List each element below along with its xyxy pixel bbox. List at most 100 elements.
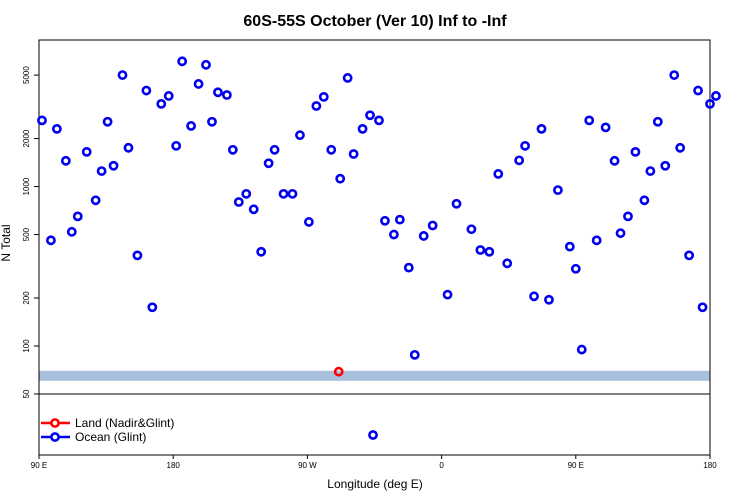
x-tick-label: 0 <box>439 461 444 470</box>
x-tick-label: 90 E <box>31 461 47 470</box>
ocean-point <box>241 188 252 199</box>
ocean-point <box>66 226 77 237</box>
ocean-point <box>287 188 298 199</box>
x-tick-label: 90 E <box>568 461 584 470</box>
ocean-point <box>60 155 71 166</box>
reference-band <box>39 370 710 381</box>
chart-title: 60S-55S October (Ver 10) Inf to -Inf <box>243 13 507 30</box>
ocean-point <box>418 231 429 241</box>
ocean-point <box>303 217 314 227</box>
ocean-point-below-range <box>368 430 378 440</box>
ocean-point <box>193 79 204 89</box>
ocean-point <box>442 289 453 300</box>
ocean-point <box>156 98 167 109</box>
ocean-point <box>711 91 721 101</box>
ocean-point <box>141 85 152 96</box>
ocean-point <box>564 241 575 252</box>
ocean-point <box>90 195 101 206</box>
y-tick-label: 2000 <box>22 129 31 147</box>
legend-label: Ocean (Glint) <box>75 430 146 444</box>
ocean-point <box>326 144 337 155</box>
legend-marker <box>50 418 60 428</box>
ocean-point <box>311 101 322 111</box>
ocean-point <box>318 91 329 102</box>
ocean-point <box>342 73 353 83</box>
y-tick-label: 5000 <box>22 66 31 84</box>
ocean-point <box>394 214 405 225</box>
y-tick-label: 200 <box>22 291 31 305</box>
ocean-point <box>484 246 495 257</box>
ocean-point <box>544 294 554 305</box>
ocean-point <box>227 144 238 155</box>
ocean-point <box>37 115 47 126</box>
ocean-point <box>123 142 134 153</box>
ocean-point <box>335 173 346 184</box>
ocean-point <box>295 130 305 141</box>
ocean-point <box>81 146 92 157</box>
ocean-point <box>615 228 626 239</box>
ocean-point <box>269 144 280 155</box>
ocean-point <box>201 59 211 70</box>
ocean-point <box>163 91 174 101</box>
ocean-point <box>177 56 188 67</box>
ocean-point <box>502 258 513 269</box>
ocean-point <box>248 204 259 215</box>
ocean-point <box>584 115 595 126</box>
ocean-point <box>46 235 56 246</box>
ocean-point <box>117 70 128 80</box>
ocean-point <box>171 140 182 151</box>
ocean-point <box>51 123 62 134</box>
ocean-point <box>132 250 143 261</box>
ocean-point <box>427 220 438 231</box>
x-tick-label: 90 W <box>298 461 317 470</box>
ocean-point <box>380 215 390 226</box>
ocean-point <box>147 302 158 313</box>
ocean-point <box>256 246 267 257</box>
x-axis-label: Longitude (deg E) <box>327 477 422 491</box>
ocean-point <box>357 123 368 134</box>
ocean-point <box>520 140 531 151</box>
ocean-point <box>108 160 119 171</box>
plot-frame <box>38 39 711 395</box>
land-point <box>333 366 344 377</box>
ocean-point <box>705 98 715 109</box>
ocean-point <box>623 211 633 222</box>
ocean-point <box>553 185 563 196</box>
ocean-point <box>609 155 620 166</box>
legend: Land (Nadir&Glint)Ocean (Glint) <box>41 416 174 444</box>
x-tick-label: 180 <box>703 461 717 470</box>
ocean-point <box>186 121 196 131</box>
ocean-point <box>493 169 504 179</box>
ocean-point <box>514 155 525 166</box>
ocean-point <box>576 344 587 355</box>
legend-label: Land (Nadir&Glint) <box>75 416 174 430</box>
ocean-point <box>263 158 274 169</box>
ocean-point <box>630 146 641 157</box>
ocean-point <box>600 122 611 133</box>
ocean-point <box>570 263 581 274</box>
y-tick-label: 50 <box>22 389 31 398</box>
y-tick-label: 1000 <box>22 177 31 195</box>
ocean-point <box>451 198 462 209</box>
y-axis-label: N Total <box>0 224 13 261</box>
ocean-point <box>652 116 663 127</box>
ocean-point <box>388 229 399 240</box>
ocean-point <box>693 85 703 96</box>
ocean-point <box>213 87 223 98</box>
ocean-point <box>684 250 695 261</box>
ocean-point <box>639 195 650 206</box>
ocean-point <box>233 197 244 207</box>
ocean-point <box>660 160 671 171</box>
legend-marker <box>50 432 60 442</box>
ocean-point <box>102 116 113 127</box>
ocean-point <box>72 211 83 222</box>
ocean-point <box>348 149 359 159</box>
y-tick-label: 500 <box>22 227 31 241</box>
ocean-point <box>278 188 289 199</box>
ocean-point <box>374 115 384 126</box>
ocean-point <box>536 123 547 134</box>
ocean-point <box>365 110 375 121</box>
ocean-point <box>529 291 539 302</box>
x-tick-label: 180 <box>167 461 181 470</box>
